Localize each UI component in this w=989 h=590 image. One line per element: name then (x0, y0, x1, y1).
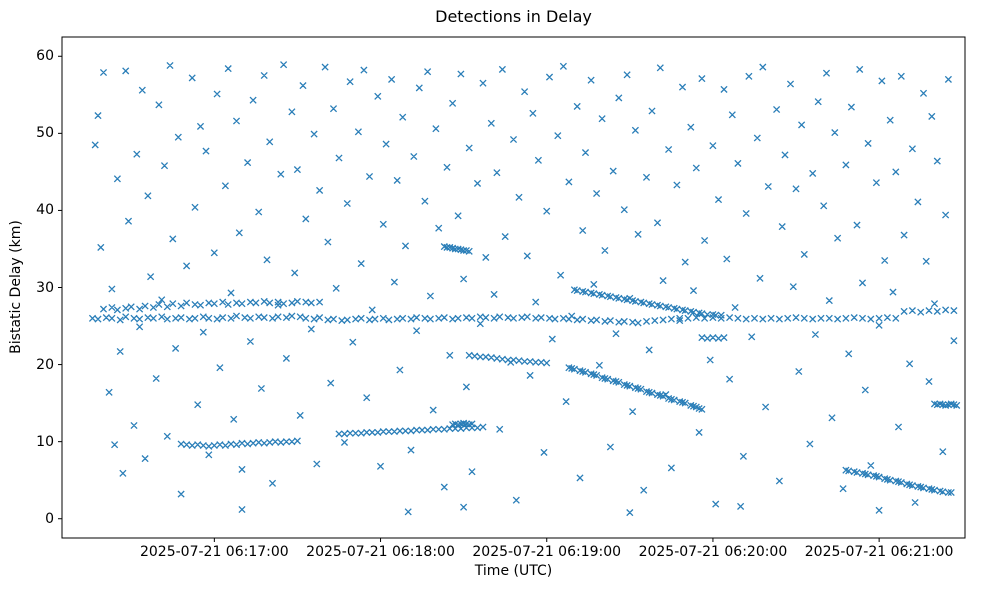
x-axis-label: Time (UTC) (474, 563, 553, 579)
x-tick-label: 2025-07-21 06:17:00 (139, 544, 289, 560)
x-tick-label: 2025-07-21 06:18:00 (306, 544, 455, 560)
y-tick-label: 10 (36, 433, 54, 450)
y-tick-label: 0 (45, 510, 54, 527)
y-tick-label: 20 (36, 356, 54, 373)
scatter-markers (88, 61, 961, 517)
y-tick-label: 60 (36, 48, 54, 65)
y-tick-label: 50 (36, 125, 54, 142)
x-tick-label: 2025-07-21 06:21:00 (804, 544, 954, 560)
x-tick-label: 2025-07-21 06:20:00 (638, 544, 788, 560)
x-tick-label: 2025-07-21 06:19:00 (472, 544, 622, 560)
plot-border (61, 36, 966, 539)
chart-title: Detections in Delay (435, 7, 592, 26)
y-tick-label: 40 (36, 202, 54, 219)
y-tick-label: 30 (36, 279, 54, 296)
